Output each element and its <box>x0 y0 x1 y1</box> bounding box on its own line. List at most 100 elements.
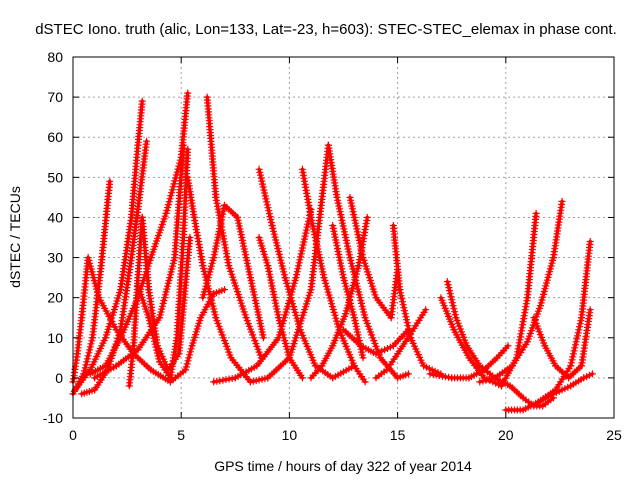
data-point <box>298 374 306 382</box>
data-point <box>568 356 576 364</box>
data-point <box>449 302 457 310</box>
y-tick-label: -10 <box>43 410 63 426</box>
data-point <box>83 358 91 366</box>
data-point <box>170 180 178 188</box>
y-tick-label: 10 <box>47 330 63 346</box>
data-point <box>293 268 301 276</box>
data-point <box>295 262 302 270</box>
data-point <box>567 359 575 367</box>
series-pass-cc <box>534 370 596 406</box>
series-line <box>504 239 592 412</box>
data-point <box>182 363 190 371</box>
data-point <box>163 207 171 214</box>
x-tick-label: 10 <box>282 427 298 443</box>
data-point <box>403 316 410 324</box>
y-tick-label: 60 <box>47 129 63 145</box>
data-point <box>451 311 459 319</box>
data-point <box>573 335 581 343</box>
y-tick-label: 20 <box>47 290 63 306</box>
data-point <box>140 299 148 307</box>
x-tick-label: 5 <box>177 427 185 443</box>
data-point <box>576 323 583 331</box>
y-tick-label: 80 <box>47 49 63 65</box>
x-tick-label: 20 <box>498 427 514 443</box>
data-point <box>488 375 496 383</box>
data-point <box>266 213 274 221</box>
y-axis-label: dSTEC / TECUs <box>7 186 23 288</box>
data-point <box>446 290 454 298</box>
series-pass-n <box>255 234 306 382</box>
data-point <box>397 292 405 300</box>
data-point <box>263 198 271 206</box>
data-point <box>145 314 153 322</box>
series-pass-v <box>372 306 430 382</box>
x-tick-label: 0 <box>69 427 77 443</box>
y-tick-label: 50 <box>47 169 63 185</box>
data-point <box>401 307 408 315</box>
data-point <box>81 364 89 372</box>
data-point <box>482 376 490 384</box>
data-point <box>86 343 94 351</box>
data-point <box>187 345 195 353</box>
data-point <box>182 366 189 374</box>
data-point <box>476 378 484 386</box>
data-point <box>447 293 455 301</box>
data-point <box>400 304 408 312</box>
data-point <box>255 165 263 173</box>
series-pass-l <box>199 201 267 342</box>
data-point <box>221 286 228 294</box>
data-point <box>85 349 93 357</box>
data-point <box>81 367 88 375</box>
series-pass-w <box>340 326 412 358</box>
data-point <box>558 197 566 205</box>
plot-frame <box>72 56 615 419</box>
data-point <box>422 306 430 314</box>
data-point <box>84 352 92 360</box>
data-point <box>264 204 272 212</box>
data-point <box>404 326 412 334</box>
data-point <box>569 350 577 358</box>
data-point <box>448 299 456 307</box>
data-point <box>569 353 577 361</box>
data-point <box>396 289 404 297</box>
data-point <box>184 357 192 365</box>
data-point <box>185 354 193 362</box>
data-point <box>443 278 451 286</box>
data-point <box>258 177 266 185</box>
y-axis: -10 0 10 20 30 40 50 60 70 80 <box>43 49 614 426</box>
data-point <box>260 186 268 194</box>
data-point <box>186 348 194 356</box>
x-axis: 0 5 10 15 20 25 <box>69 57 622 443</box>
data-point <box>444 281 452 289</box>
data-point <box>567 362 575 370</box>
data-point <box>401 310 409 318</box>
data-point <box>588 370 596 378</box>
data-point <box>363 213 371 221</box>
data-point <box>570 347 578 355</box>
data-point <box>479 377 487 385</box>
data-point <box>515 339 523 347</box>
series-pass-d <box>71 97 146 394</box>
data-point <box>267 219 275 226</box>
series-pass-dd <box>426 342 512 382</box>
series-pass-t <box>346 193 402 322</box>
x-tick-label: 25 <box>606 427 622 443</box>
y-tick-label: 70 <box>47 89 63 105</box>
data-point <box>184 89 192 97</box>
data-point <box>86 346 94 354</box>
series-pass-u <box>389 222 445 378</box>
data-point <box>166 195 174 203</box>
data-point <box>167 192 175 200</box>
data-point <box>532 209 540 217</box>
y-tick-label: 30 <box>47 250 63 266</box>
data-point <box>445 284 453 292</box>
series-pass-k <box>203 93 265 362</box>
data-point <box>446 287 453 295</box>
data-point <box>152 343 160 351</box>
data-point <box>143 137 151 145</box>
x-axis-label: GPS time / hours of day 322 of year 2014 <box>214 458 472 474</box>
data-point <box>134 282 142 290</box>
data-point <box>179 141 187 149</box>
series-pass-z <box>476 197 566 386</box>
data-point <box>259 183 267 191</box>
